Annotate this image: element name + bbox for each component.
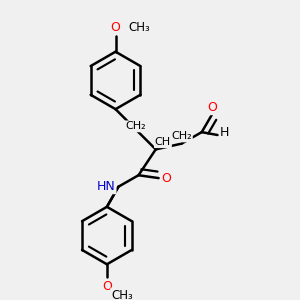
Text: HN: HN (97, 180, 116, 193)
Text: CH₃: CH₃ (128, 21, 150, 34)
Text: O: O (207, 101, 217, 114)
Text: O: O (162, 172, 172, 184)
Text: CH₃: CH₃ (111, 289, 133, 300)
Text: CH₂: CH₂ (125, 122, 146, 131)
Text: CH₂: CH₂ (171, 131, 192, 141)
Text: O: O (111, 21, 121, 34)
Text: H: H (220, 126, 230, 139)
Text: CH: CH (155, 137, 171, 147)
Text: O: O (102, 280, 112, 293)
